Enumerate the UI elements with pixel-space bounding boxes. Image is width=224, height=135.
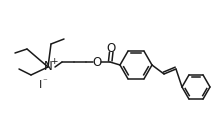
Text: O: O [106,41,116,55]
Text: +: + [50,58,57,67]
Text: ⁻: ⁻ [43,77,47,87]
Text: I: I [38,80,42,90]
Text: O: O [92,55,102,68]
Text: N: N [44,60,52,73]
